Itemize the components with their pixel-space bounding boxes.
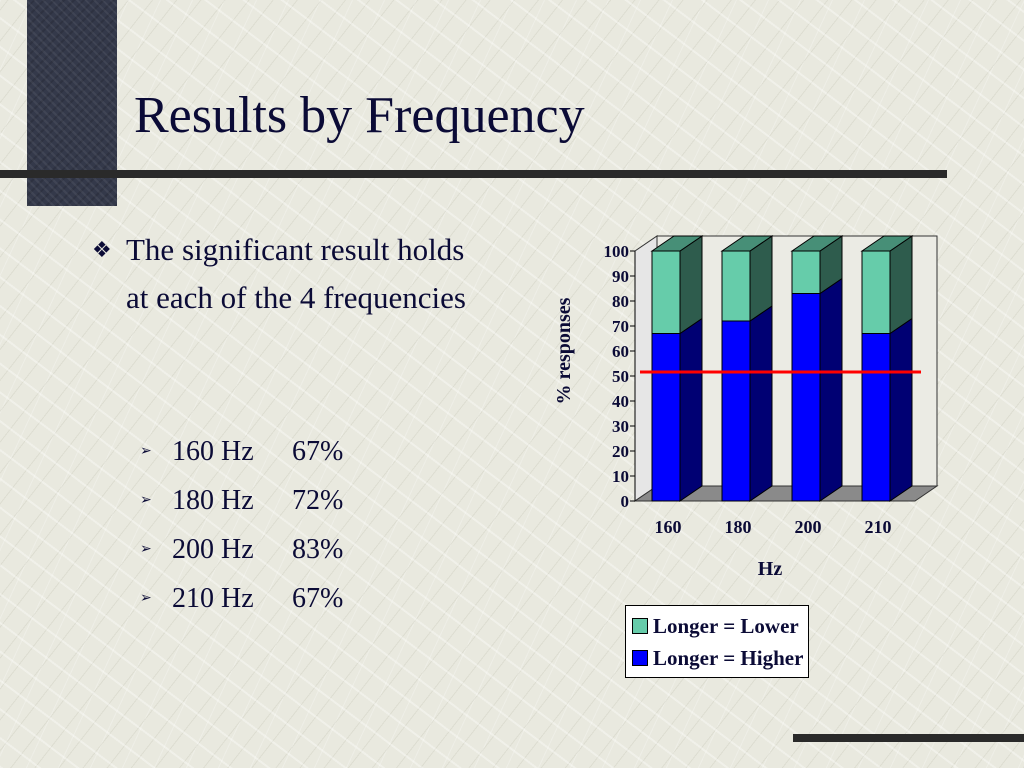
frequency-label: 160 Hz (172, 436, 254, 467)
bar-top (790, 235, 844, 252)
chart-legend: Longer = Lower Longer = Higher (625, 605, 810, 678)
footer-divider (793, 734, 1024, 742)
legend-entry: Longer = Higher (632, 642, 803, 674)
legend-label: Longer = Higher (653, 645, 804, 670)
bar-segment (721, 320, 751, 502)
diamond-bullet-icon: ❖ (92, 237, 112, 262)
y-tick-label: 30 (612, 417, 629, 436)
bar-side (679, 235, 703, 335)
bar-segment (791, 250, 821, 294)
y-axis-title: % responses (553, 297, 575, 404)
main-bullet: ❖ The significant result holds at each o… (92, 226, 492, 322)
bar-top (860, 235, 914, 252)
percent-value: 67% (292, 583, 344, 614)
arrow-bullet-icon: ➢ (140, 444, 152, 459)
bar-side (819, 277, 843, 502)
bar-segment (861, 250, 891, 334)
y-tick-label: 40 (612, 392, 629, 411)
bar-side (889, 235, 913, 335)
legend-swatch (632, 618, 648, 634)
bar-segment (651, 250, 681, 334)
page-title: Results by Frequency (134, 87, 585, 144)
legend-label: Longer = Lower (653, 613, 799, 638)
y-tick-label: 70 (612, 317, 629, 336)
frequency-label: 210 Hz (172, 583, 254, 614)
legend-swatch (632, 650, 648, 666)
y-tick-label: 80 (612, 292, 629, 311)
y-tick-label: 60 (612, 342, 629, 361)
frequency-label: 200 Hz (172, 534, 254, 565)
y-tick-label: 0 (621, 492, 630, 511)
y-tick-label: 20 (612, 442, 629, 461)
bar-side (889, 317, 913, 502)
bar-top (650, 235, 704, 252)
x-tick-label: 160 (655, 517, 682, 537)
x-tick-label: 180 (725, 517, 752, 537)
bar-side (679, 317, 703, 502)
legend-entry: Longer = Lower (632, 610, 803, 642)
bar-segment (651, 333, 681, 502)
y-tick-label: 10 (612, 467, 629, 486)
y-tick-label: 90 (612, 267, 629, 286)
arrow-bullet-icon: ➢ (140, 493, 152, 508)
bar-segment (721, 250, 751, 322)
x-axis-title: Hz (758, 558, 783, 580)
bar-side (749, 305, 773, 502)
frequency-label: 180 Hz (172, 485, 254, 516)
x-tick-label: 210 (865, 517, 892, 537)
y-tick-label: 100 (604, 242, 630, 261)
percent-value: 83% (292, 534, 344, 565)
bar-segment (861, 333, 891, 502)
arrow-bullet-icon: ➢ (140, 542, 152, 557)
title-divider (0, 170, 947, 178)
stacked-bar-chart: 0 10 20 30 40 50 60 70 80 90 100 160 180 200 210 Hz % re… (553, 235, 939, 580)
x-tick-label: 200 (795, 517, 822, 537)
percent-value: 67% (292, 436, 344, 467)
bar-segment (791, 293, 821, 502)
y-tick-label: 50 (612, 367, 629, 386)
arrow-bullet-icon: ➢ (140, 591, 152, 606)
main-bullet-text: The significant result holds at each of … (126, 232, 466, 315)
bar-top (720, 235, 774, 252)
percent-value: 72% (292, 485, 344, 516)
